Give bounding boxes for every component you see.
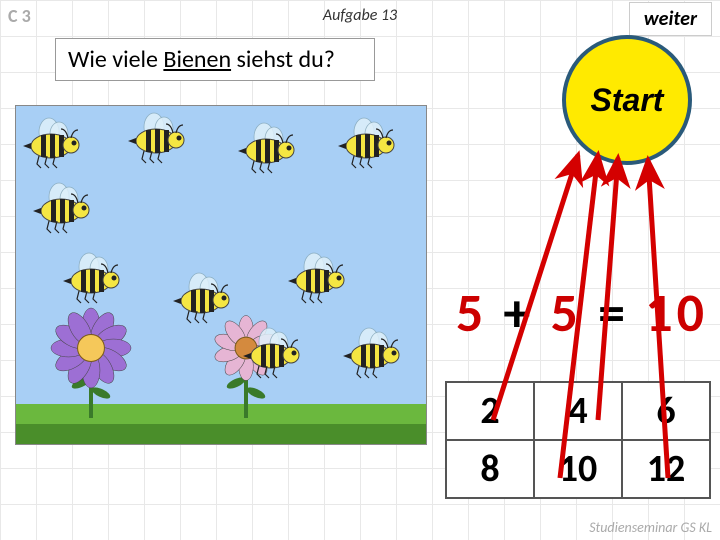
question-bold: Bienen xyxy=(163,45,231,74)
start-label: Start xyxy=(591,82,664,119)
start-button[interactable]: Start xyxy=(562,35,692,165)
answer-option[interactable]: 2 xyxy=(445,381,535,441)
answer-option[interactable]: 6 xyxy=(621,381,711,441)
question-box: Wie viele Bienen siehst du? xyxy=(55,38,375,81)
next-button[interactable]: weiter xyxy=(629,2,712,36)
equation: 5 + 5 = 10 xyxy=(456,280,708,346)
answer-option[interactable]: 12 xyxy=(621,439,711,499)
bee-scene xyxy=(16,106,427,445)
answer-grid: 2 4 6 8 10 12 xyxy=(446,382,710,498)
answer-option[interactable]: 4 xyxy=(533,381,623,441)
task-title: Aufgabe 13 xyxy=(323,6,397,25)
question-prefix: Wie viele xyxy=(68,45,163,74)
equals-icon: = xyxy=(598,280,629,346)
footer-credit: Studienseminar GS KL xyxy=(589,519,712,536)
corner-label: C 3 xyxy=(8,5,31,27)
plus-icon: + xyxy=(503,280,534,346)
equation-result: 10 xyxy=(645,280,708,346)
question-suffix: siehst du? xyxy=(231,45,335,74)
answer-option[interactable]: 10 xyxy=(533,439,623,499)
equation-b: 5 xyxy=(551,280,582,346)
answer-option[interactable]: 8 xyxy=(445,439,535,499)
picture-box xyxy=(15,105,427,445)
equation-a: 5 xyxy=(456,280,487,346)
